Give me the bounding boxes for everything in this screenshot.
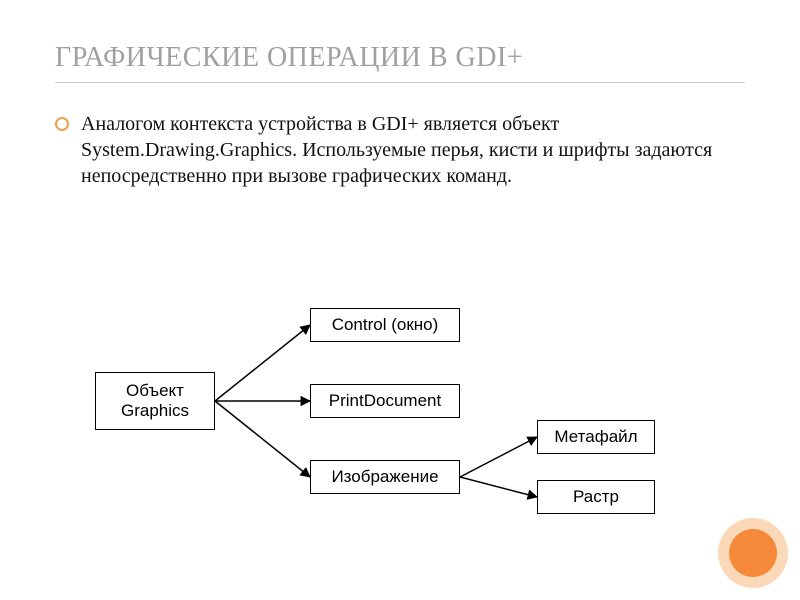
- diagram: Объект Graphics Control (окно) PrintDocume…: [95, 300, 685, 530]
- node-control: Control (окно): [310, 308, 460, 342]
- slide: ГРАФИЧЕСКИЕ ОПЕРАЦИИ В GDI+ Аналогом кон…: [0, 0, 800, 600]
- corner-decoration: [718, 518, 788, 588]
- node-image: Изображение: [310, 460, 460, 494]
- paragraph: Аналогом контекста устройства в GDI+ явл…: [81, 111, 745, 189]
- body-text: Аналогом контекста устройства в GDI+ явл…: [55, 111, 745, 189]
- edge-image-metafile: [460, 437, 537, 477]
- edge-graphics-image: [215, 401, 310, 477]
- node-printdoc: PrintDocument: [310, 384, 460, 418]
- corner-inner-circle: [729, 529, 777, 577]
- node-graphics: Объект Graphics: [95, 372, 215, 430]
- bullet-icon: [55, 117, 69, 131]
- node-metafile: Метафайл: [537, 420, 655, 454]
- node-raster: Растр: [537, 480, 655, 514]
- edge-graphics-control: [215, 325, 310, 401]
- page-title: ГРАФИЧЕСКИЕ ОПЕРАЦИИ В GDI+: [55, 42, 745, 83]
- edge-image-raster: [460, 477, 537, 497]
